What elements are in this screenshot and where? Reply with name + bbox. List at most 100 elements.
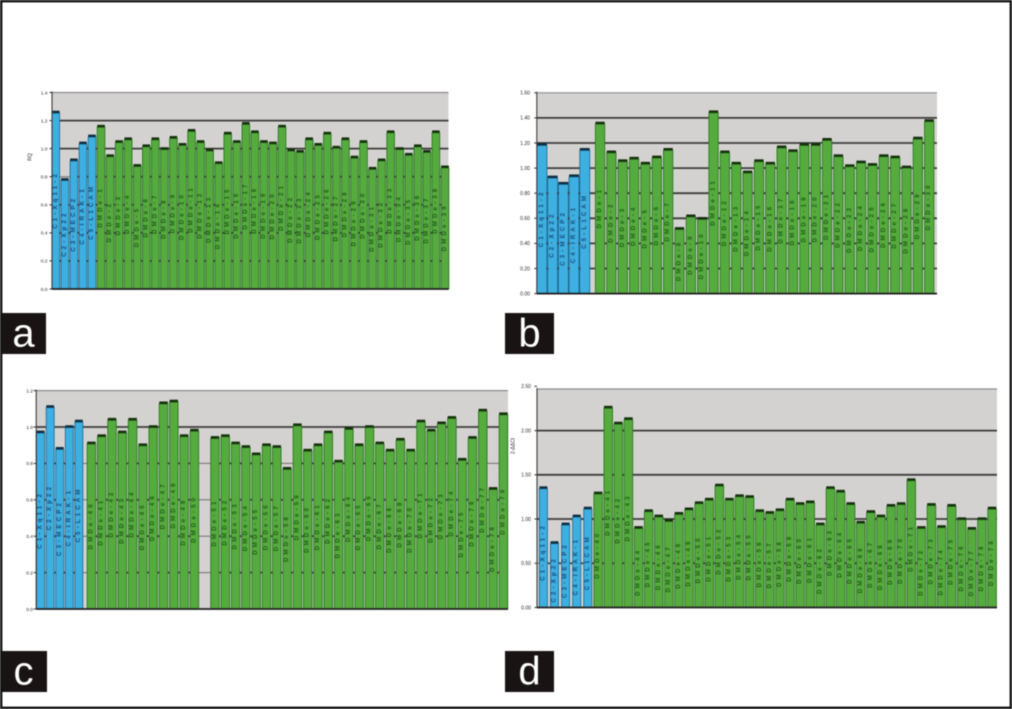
svg-text:DMDe-26: DMDe-26 bbox=[881, 200, 887, 248]
svg-text:C5-L1CAM: C5-L1CAM bbox=[582, 193, 588, 249]
svg-text:DMDe-73: DMDe-73 bbox=[439, 491, 445, 539]
svg-text:DMDe-60: DMDe-60 bbox=[305, 505, 311, 553]
svg-text:DMDe-47: DMDe-47 bbox=[666, 544, 672, 592]
svg-text:C3-MECP2: C3-MECP2 bbox=[71, 196, 77, 252]
svg-text:DMDe-15: DMDe-15 bbox=[756, 202, 762, 250]
svg-text:DMDe-44: DMDe-44 bbox=[130, 489, 136, 537]
svg-text:DMDe-8: DMDe-8 bbox=[161, 197, 167, 239]
svg-text:DMDe-19: DMDe-19 bbox=[261, 191, 267, 239]
svg-text:C5-L1CAM: C5-L1CAM bbox=[585, 534, 591, 590]
svg-text:DMDe-1: DMDe-1 bbox=[98, 186, 104, 228]
svg-text:DMDe-8: DMDe-8 bbox=[677, 240, 683, 282]
svg-text:DMDe-19: DMDe-19 bbox=[801, 194, 807, 242]
svg-text:DMDe-21: DMDe-21 bbox=[824, 192, 830, 240]
svg-text:0.4: 0.4 bbox=[26, 534, 33, 540]
svg-text:0.40: 0.40 bbox=[520, 241, 530, 247]
svg-text:DMDe-1: DMDe-1 bbox=[597, 187, 603, 229]
svg-text:0.2: 0.2 bbox=[26, 570, 33, 576]
svg-text:DMDe-71: DMDe-71 bbox=[418, 490, 424, 538]
svg-text:1.0: 1.0 bbox=[26, 425, 33, 431]
svg-text:DMDe-28: DMDe-28 bbox=[342, 189, 348, 237]
svg-text:C4-IRAK-1: C4-IRAK-1 bbox=[571, 205, 577, 263]
svg-text:DMDe-53: DMDe-53 bbox=[233, 501, 239, 549]
svg-text:DMDe-64: DMDe-64 bbox=[838, 530, 844, 578]
svg-text:DMDe-60: DMDe-60 bbox=[797, 536, 803, 584]
svg-text:0.8: 0.8 bbox=[41, 175, 48, 181]
svg-text:DMDe-76: DMDe-76 bbox=[959, 543, 965, 591]
svg-text:DMDe-57: DMDe-57 bbox=[274, 503, 280, 551]
svg-text:DMDe-51: DMDe-51 bbox=[706, 534, 712, 582]
svg-text:DMDe-43: DMDe-43 bbox=[119, 496, 125, 544]
svg-text:DMDe-25: DMDe-25 bbox=[315, 192, 321, 240]
svg-text:1.2: 1.2 bbox=[26, 388, 33, 394]
svg-text:DMDe-30: DMDe-30 bbox=[926, 182, 932, 230]
svg-text:DMDe-12: DMDe-12 bbox=[198, 191, 204, 239]
svg-text:DMDe-15: DMDe-15 bbox=[225, 186, 231, 234]
svg-text:DMDe-58: DMDe-58 bbox=[284, 514, 290, 562]
svg-text:DMDe-41: DMDe-41 bbox=[605, 488, 611, 536]
svg-text:C2-Xp22: C2-Xp22 bbox=[550, 211, 556, 257]
svg-text:DMDe-40: DMDe-40 bbox=[88, 501, 94, 549]
svg-text:DMDe-53: DMDe-53 bbox=[726, 534, 732, 582]
svg-text:DMDe-41: DMDe-41 bbox=[99, 498, 105, 546]
svg-text:DMDe-29: DMDe-29 bbox=[915, 191, 921, 239]
svg-text:DMDe-48: DMDe-48 bbox=[676, 541, 682, 589]
svg-text:DMDe-22: DMDe-22 bbox=[288, 195, 294, 243]
svg-text:C3-MECP2: C3-MECP2 bbox=[560, 210, 566, 266]
svg-text:DMDe-3: DMDe-3 bbox=[116, 194, 122, 236]
svg-text:1.2: 1.2 bbox=[41, 118, 48, 124]
svg-text:DMDe-10: DMDe-10 bbox=[180, 192, 186, 240]
svg-text:DMDe-40: DMDe-40 bbox=[595, 531, 601, 579]
svg-text:DMDe-63: DMDe-63 bbox=[827, 528, 833, 576]
svg-text:0.6: 0.6 bbox=[41, 203, 48, 209]
svg-text:DMDe-78: DMDe-78 bbox=[979, 543, 985, 591]
svg-text:DMDe-68: DMDe-68 bbox=[387, 505, 393, 553]
svg-text:DMDe-3: DMDe-3 bbox=[620, 206, 626, 248]
svg-text:DMDe-7: DMDe-7 bbox=[665, 200, 671, 242]
svg-text:DMDe-65: DMDe-65 bbox=[848, 536, 854, 584]
svg-text:DMDe-25: DMDe-25 bbox=[869, 204, 875, 252]
svg-text:DMDe-56: DMDe-56 bbox=[757, 539, 763, 587]
svg-text:DMDe-42: DMDe-42 bbox=[109, 489, 115, 537]
svg-text:1.4: 1.4 bbox=[41, 90, 48, 96]
svg-text:DMDe-75: DMDe-75 bbox=[949, 537, 955, 585]
svg-text:0.00: 0.00 bbox=[520, 291, 530, 297]
svg-text:DMDe-71: DMDe-71 bbox=[908, 524, 914, 572]
svg-text:DMDe-31: DMDe-31 bbox=[370, 204, 376, 252]
svg-text:DMDe-70: DMDe-70 bbox=[408, 505, 414, 553]
svg-text:DMDe-68: DMDe-68 bbox=[878, 542, 884, 590]
svg-text:C4-IRAK-1: C4-IRAK-1 bbox=[80, 186, 86, 244]
svg-text:DMDe-63: DMDe-63 bbox=[336, 510, 342, 558]
svg-text:DMDe-54: DMDe-54 bbox=[737, 532, 743, 580]
svg-text:DMDe-6: DMDe-6 bbox=[143, 196, 149, 238]
svg-text:DMDe-46: DMDe-46 bbox=[656, 542, 662, 590]
svg-text:DMDe-51: DMDe-51 bbox=[212, 498, 218, 546]
svg-text:DMDe-17: DMDe-17 bbox=[779, 196, 785, 244]
svg-text:2.50: 2.50 bbox=[521, 384, 531, 390]
svg-text:C5-L1CAM: C5-L1CAM bbox=[76, 486, 82, 542]
svg-text:DMDe-55: DMDe-55 bbox=[253, 507, 259, 555]
svg-text:0.80: 0.80 bbox=[520, 191, 530, 197]
svg-text:DMDe-39: DMDe-39 bbox=[442, 203, 448, 251]
svg-text:C3-MECP2: C3-MECP2 bbox=[563, 542, 569, 598]
svg-text:2.00: 2.00 bbox=[521, 428, 531, 434]
svg-text:1.50: 1.50 bbox=[521, 473, 531, 479]
svg-text:DMDe-50: DMDe-50 bbox=[696, 535, 702, 583]
svg-text:DMDe-44: DMDe-44 bbox=[636, 548, 642, 596]
svg-text:DMDe-61: DMDe-61 bbox=[315, 502, 321, 550]
svg-text:0.6: 0.6 bbox=[26, 498, 33, 504]
svg-text:1.00: 1.00 bbox=[520, 166, 530, 172]
svg-text:DMDe-22: DMDe-22 bbox=[835, 200, 841, 248]
svg-text:DMDe-27: DMDe-27 bbox=[333, 193, 339, 241]
svg-text:C2-Xp22: C2-Xp22 bbox=[552, 556, 558, 602]
svg-text:DMDe-52: DMDe-52 bbox=[716, 527, 722, 575]
svg-text:C4-IRAK-1: C4-IRAK-1 bbox=[66, 488, 72, 546]
svg-text:DMDe-66: DMDe-66 bbox=[367, 493, 373, 541]
svg-text:DMDe-11: DMDe-11 bbox=[711, 178, 717, 226]
svg-text:b: b bbox=[518, 312, 540, 356]
svg-text:DMDe-79: DMDe-79 bbox=[500, 487, 506, 535]
svg-text:DMDe-42: DMDe-42 bbox=[615, 496, 621, 544]
svg-text:0.8: 0.8 bbox=[26, 461, 33, 467]
svg-text:DMDe-9: DMDe-9 bbox=[688, 233, 694, 275]
svg-text:DMDe-58: DMDe-58 bbox=[777, 539, 783, 587]
